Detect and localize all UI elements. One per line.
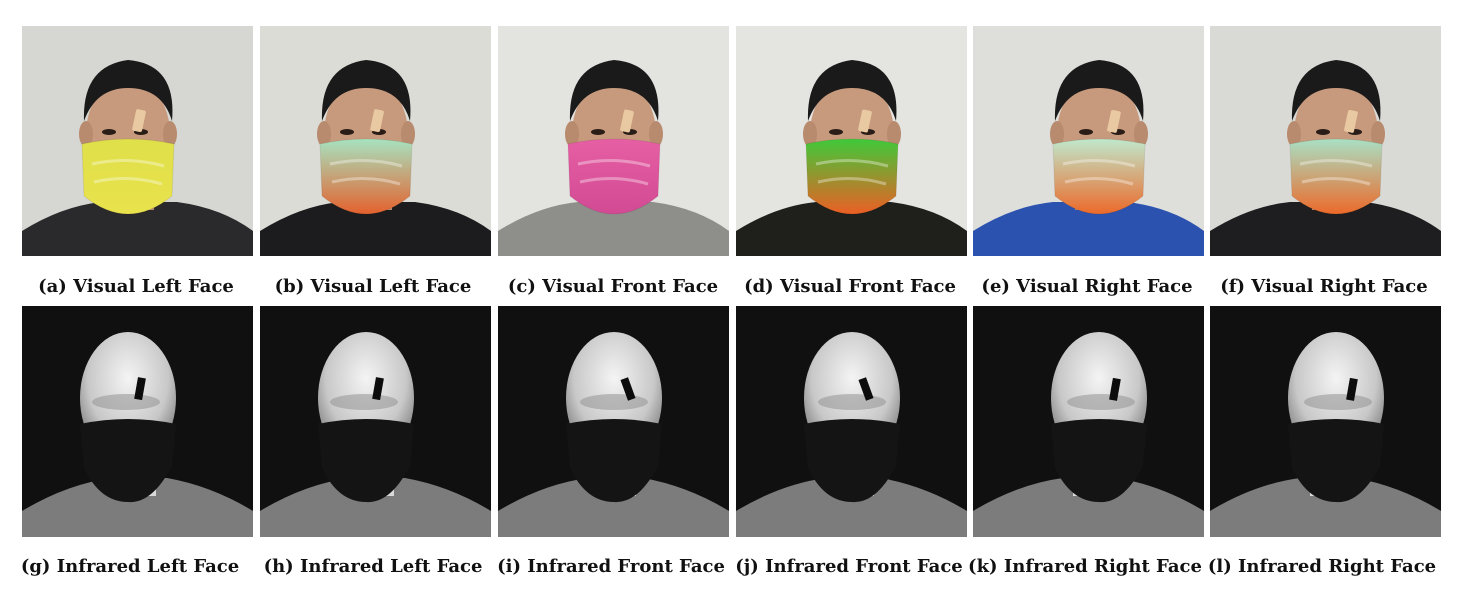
ear [1134, 121, 1148, 147]
thermal-eyes [580, 394, 648, 410]
shirt [973, 202, 1204, 256]
shirt [498, 202, 729, 256]
shirt [22, 202, 253, 256]
panel-caption: (l) Infrared Right Face [1207, 556, 1437, 577]
face-mask [805, 138, 899, 215]
ear [317, 121, 331, 147]
thermal-torso [498, 478, 729, 537]
mask-folds [577, 158, 651, 186]
tape-patch [858, 109, 872, 133]
ear [1371, 121, 1385, 147]
mask-folds [1062, 158, 1136, 186]
eye [1316, 129, 1330, 135]
infrared-face-image [22, 306, 253, 537]
tape-patch [370, 109, 384, 133]
hair [807, 60, 897, 121]
thermal-eyes [1304, 394, 1372, 410]
thermal-mask [566, 419, 662, 503]
tape-patch [620, 109, 634, 133]
visual-face-image [22, 26, 253, 256]
mask-folds [329, 158, 403, 186]
ear [79, 121, 93, 147]
infrared-face-image [498, 306, 729, 537]
thermal-eyes [92, 394, 160, 410]
thermal-mask [804, 419, 900, 503]
panel-caption: (d) Visual Front Face [744, 276, 956, 297]
shirt [736, 202, 967, 256]
hair [1054, 60, 1144, 121]
panel-caption: (e) Visual Right Face [981, 276, 1193, 297]
thermal-torso [260, 478, 491, 537]
panel-caption: (c) Visual Front Face [507, 276, 719, 297]
ear [1287, 121, 1301, 147]
shirt [260, 202, 491, 256]
thermal-mask [1288, 419, 1384, 503]
thermal-tape-patch [858, 377, 874, 401]
ear [163, 121, 177, 147]
hair [569, 60, 659, 121]
panel-caption: (g) Infrared Left Face [20, 556, 240, 577]
hair [1291, 60, 1381, 121]
mask-folds [1299, 158, 1373, 186]
mask-folds [815, 158, 889, 186]
thermal-mask [318, 419, 414, 503]
thermal-tape-patch [372, 377, 384, 401]
tape-patch [132, 109, 146, 133]
panel-caption: (b) Visual Left Face [274, 276, 472, 297]
ear [803, 121, 817, 147]
thermal-tape-patch [1346, 377, 1358, 401]
thermal-mask [80, 419, 176, 503]
panel-caption: (i) Infrared Front Face [497, 556, 725, 577]
infrared-face-image [973, 306, 1204, 537]
eye [591, 129, 605, 135]
thermal-torso [736, 478, 967, 537]
panel-caption: (k) Infrared Right Face [968, 556, 1202, 577]
panel-caption: (h) Infrared Left Face [263, 556, 483, 577]
thermal-torso [1210, 478, 1441, 537]
thermal-eyes [1067, 394, 1135, 410]
panel-caption: (a) Visual Left Face [38, 276, 234, 297]
ear [887, 121, 901, 147]
hair [83, 60, 173, 121]
infrared-face-image [260, 306, 491, 537]
ear [649, 121, 663, 147]
thermal-torso [973, 478, 1204, 537]
visual-face-image [498, 26, 729, 256]
face-mask [1052, 138, 1146, 215]
face-mask [81, 138, 175, 215]
eye [829, 129, 843, 135]
visual-face-image [736, 26, 967, 256]
visual-face-image [1210, 26, 1441, 256]
face-mask [567, 138, 661, 215]
eye [102, 129, 116, 135]
visual-face-image [260, 26, 491, 256]
ear [1050, 121, 1064, 147]
ear [565, 121, 579, 147]
infrared-face-image [1210, 306, 1441, 537]
thermal-tape-patch [134, 377, 146, 401]
mask-folds [91, 158, 165, 186]
eye [1079, 129, 1093, 135]
thermal-eyes [330, 394, 398, 410]
shirt [1210, 202, 1441, 256]
face-mask [319, 138, 413, 215]
thermal-mask [1051, 419, 1147, 503]
tape-patch [1107, 109, 1121, 133]
hair [321, 60, 411, 121]
thermal-torso [22, 478, 253, 537]
face-mask [1289, 138, 1383, 215]
infrared-face-image [736, 306, 967, 537]
eye [340, 129, 354, 135]
ear [401, 121, 415, 147]
thermal-eyes [818, 394, 886, 410]
panel-caption: (f) Visual Right Face [1220, 276, 1428, 297]
thermal-tape-patch [1109, 377, 1121, 401]
panel-caption: (j) Infrared Front Face [735, 556, 963, 577]
tape-patch [1344, 109, 1358, 133]
thermal-tape-patch [620, 377, 636, 401]
visual-face-image [973, 26, 1204, 256]
